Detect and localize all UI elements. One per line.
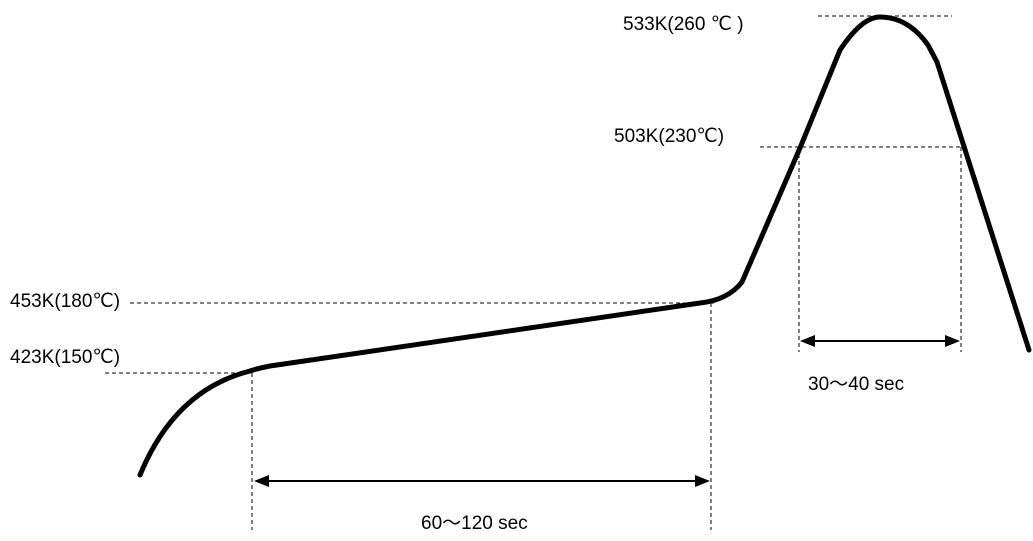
reflow-arrow-right-head	[945, 335, 960, 347]
preheat-arrow-left-head	[254, 475, 269, 487]
reflow-arrow-left-head	[800, 335, 815, 347]
preheat-end-temperature-label: 453K(180℃)	[10, 291, 121, 312]
reflow-temperature-label: 503K(230℃)	[614, 126, 725, 147]
preheat-start-temperature-label: 423K(150℃)	[10, 347, 121, 368]
preheat-arrow-right-head	[695, 475, 710, 487]
temperature-profile-curve	[137, 14, 1032, 478]
peak-temperature-label: 533K(260 ℃ )	[623, 14, 744, 35]
preheat-duration-label: 60～120 sec	[421, 513, 528, 534]
reflow-duration-label: 30～40 sec	[808, 374, 905, 395]
